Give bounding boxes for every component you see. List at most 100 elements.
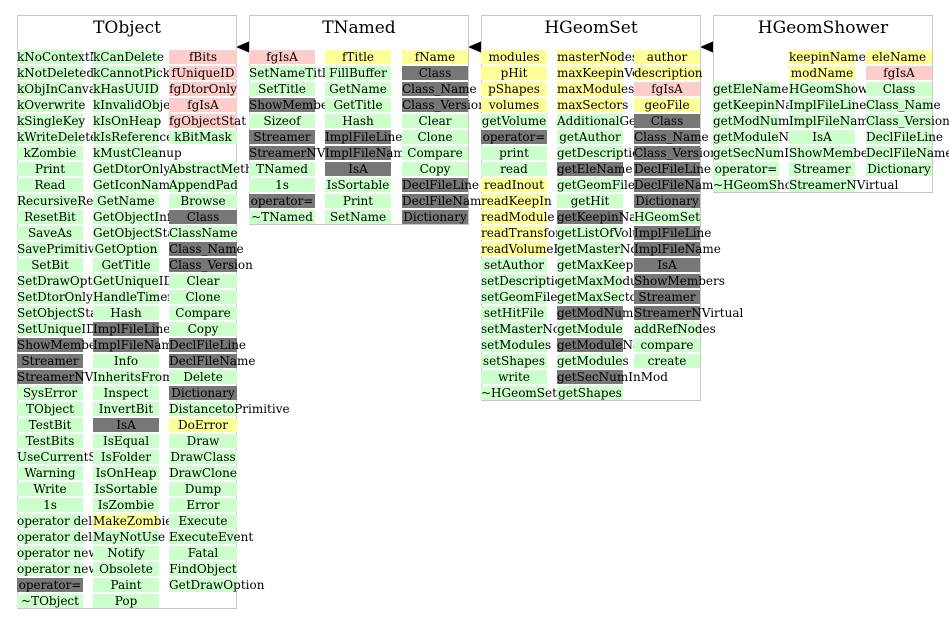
class-member: kWriteDelete (17, 130, 98, 144)
class-member: ~TObject (17, 594, 83, 608)
class-member: getSecNumInMod (713, 146, 824, 160)
class-member: Streamer (789, 162, 855, 176)
class-member: Class_Version (402, 98, 486, 112)
class-member (713, 50, 779, 64)
class-member: GetObjectStat (93, 226, 180, 240)
class-member: SetDrawOption (17, 274, 112, 288)
class-member: modName (789, 66, 855, 80)
tnamed-members-col-3: fName Class Class_Name Class_Version Clear Cl… (402, 50, 489, 226)
class-member: eleName (866, 50, 932, 64)
class-member: maxSectors (557, 98, 629, 112)
class-member: operator= (713, 162, 779, 176)
class-member: read (481, 162, 547, 176)
class-member: SetBit (17, 258, 83, 272)
class-member: volumes (481, 98, 547, 112)
class-member: IsSortable (325, 178, 391, 192)
class-member: getEleName (713, 82, 789, 96)
class-member (713, 66, 779, 80)
class-member: kHasUUID (93, 82, 159, 96)
class-member: SetUniqueID (17, 322, 96, 336)
class-member: DeclFileName (634, 178, 721, 192)
class-member: AppendPad (169, 178, 238, 192)
class-member: DeclFileName (169, 354, 256, 368)
class-member: Streamer (249, 130, 315, 144)
class-member: Print (17, 162, 83, 176)
class-member: pShapes (481, 82, 547, 96)
class-member: Class_Name (402, 82, 477, 96)
class-member: setMasterNodes (481, 322, 582, 336)
tobject-members-col-3: fBits fUniqueID fgDtorOnly fgIsA fgObjectSta… (169, 50, 290, 594)
class-member: kNotDeleted (17, 66, 95, 80)
class-member: write (481, 370, 547, 384)
class-member: setModules (481, 338, 552, 352)
class-member: ImplFileName (93, 338, 180, 352)
class-member: author (634, 50, 700, 64)
class-member: Class (169, 210, 237, 224)
class-member: getListOfVolumes (557, 226, 665, 240)
class-member: fgIsA (249, 50, 315, 64)
class-member: operator delete[] (17, 530, 121, 544)
class-member: Dictionary (402, 210, 468, 224)
class-member: SetDtorOnly (17, 290, 93, 304)
class-member: ImplFileName (325, 146, 412, 160)
class-member: fgObjectStat (169, 114, 247, 128)
class-member: ClassName (169, 226, 238, 240)
class-member: ResetBit (17, 210, 83, 224)
class-member: setDescription (481, 274, 570, 288)
class-member: getDescription (557, 146, 648, 160)
class-member: Hash (325, 114, 391, 128)
class-member: description (634, 66, 703, 80)
class-member: RecursiveRemove (17, 194, 126, 208)
class-member: Clear (402, 114, 468, 128)
class-member: ShowMembers (789, 146, 880, 160)
class-member: DrawClass (169, 450, 237, 464)
class-member: MakeZombie (93, 514, 173, 528)
class-member: IsA (325, 162, 391, 176)
class-member: Copy (169, 322, 237, 336)
class-member: getModules (557, 354, 629, 368)
class-member: Class_Version (634, 146, 718, 160)
class-member: GetName (325, 82, 391, 96)
class-member: Sizeof (249, 114, 315, 128)
class-member: Class_Name (634, 130, 709, 144)
class-member: pHit (481, 66, 547, 80)
class-member: getSecNumInMod (557, 370, 668, 384)
class-member: IsSortable (93, 482, 159, 496)
class-member: kCannotPick (93, 66, 171, 80)
class-member: kBitMask (169, 130, 237, 144)
class-member: fName (402, 50, 468, 64)
class-member: fgIsA (634, 82, 700, 96)
class-member: kOverwrite (17, 98, 86, 112)
arrow-hgeomset-to-tnamed (468, 41, 482, 53)
class-member: GetUniqueID (93, 274, 174, 288)
class-member: Compare (169, 306, 237, 320)
class-member: Class (866, 82, 932, 96)
class-member: Execute (169, 514, 237, 528)
class-member: Clear (169, 274, 237, 288)
tobject-members-col-2: kCanDelete kCannotPick kHasUUID kInvalidObj… (93, 50, 182, 610)
class-member: readInout (481, 178, 547, 192)
class-member: print (481, 146, 547, 160)
class-member: MayNotUse (93, 530, 166, 544)
class-title-hgeomset: HGeomSet (544, 18, 638, 38)
class-member: fUniqueID (169, 66, 237, 80)
class-member: StreamerNVirtual (634, 306, 744, 320)
class-member: StreamerNVirtual (249, 146, 359, 160)
class-member: Browse (169, 194, 237, 208)
class-member: Clone (169, 290, 237, 304)
class-member: maxKeepinVolumes (557, 66, 676, 80)
class-member: operator new[] (17, 562, 108, 576)
class-member: Warning (17, 466, 83, 480)
class-member: operator= (17, 578, 83, 592)
class-member: IsEqual (93, 434, 159, 448)
class-member: kInvalidObject (93, 98, 182, 112)
class-member: Delete (169, 370, 237, 384)
class-member: fgDtorOnly (169, 82, 237, 96)
class-member: DrawClone (169, 466, 237, 480)
class-member: masterNodes (557, 50, 639, 64)
class-member: getMaxModules (557, 274, 655, 288)
class-member: Clone (402, 130, 468, 144)
class-member: HandleTimer (93, 290, 174, 304)
class-member: Paint (93, 578, 159, 592)
